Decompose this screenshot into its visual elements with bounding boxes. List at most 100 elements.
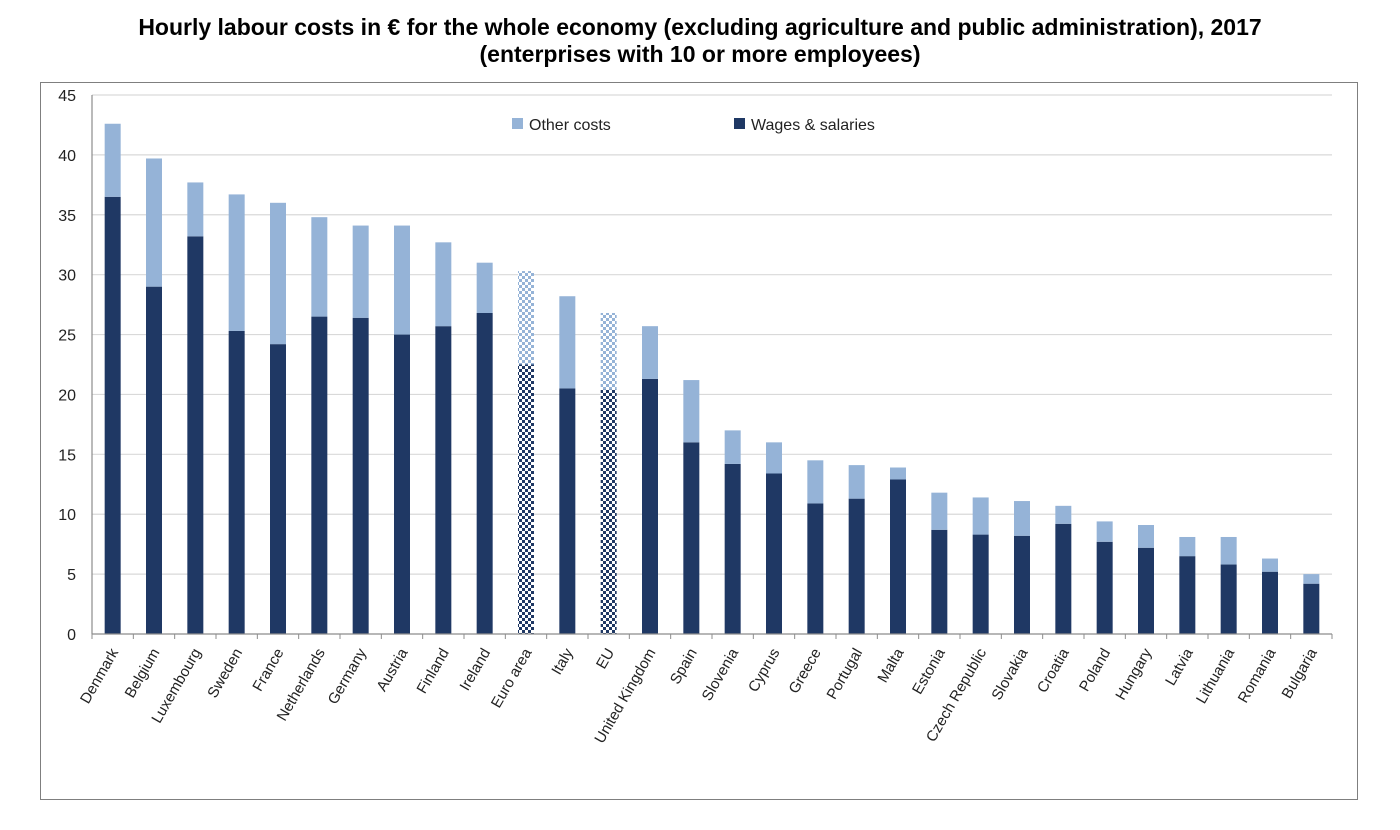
bar-other-costs [1303, 574, 1320, 584]
bar-wages-salaries [807, 503, 824, 634]
bar-wages-salaries [1055, 523, 1072, 634]
bar-wages-salaries [476, 312, 493, 634]
bar-other-costs [1138, 525, 1154, 548]
x-tick-label: Croatia [1034, 645, 1073, 696]
bar-wages-salaries [1262, 571, 1278, 634]
bar-other-costs [476, 262, 493, 313]
bar-wages-salaries [1220, 564, 1237, 634]
bar-wages-salaries [435, 326, 452, 634]
x-tick-label: Poland [1076, 646, 1114, 695]
x-tick-label: Romania [1235, 645, 1280, 706]
x-tick-label: Austria [373, 645, 411, 694]
bar-other-costs [642, 326, 658, 379]
x-tick-label: EU [593, 646, 618, 673]
bar-other-costs [146, 158, 162, 287]
bar-other-costs [394, 225, 410, 335]
bar-wages-salaries [311, 316, 328, 634]
bar-other-costs [228, 194, 245, 331]
bar-other-costs [518, 271, 534, 365]
bar-wages-salaries [146, 286, 162, 634]
bar-other-costs [1096, 521, 1113, 542]
bar-wages-salaries [972, 534, 989, 634]
x-tick-label: Spain [667, 646, 701, 688]
bar-other-costs [559, 296, 576, 389]
bar-wages-salaries [104, 196, 121, 635]
bar-wages-salaries [187, 236, 204, 635]
chart-title-line-2: (enterprises with 10 or more employees) [479, 41, 921, 67]
legend-swatch [734, 118, 745, 129]
bar-other-costs [435, 242, 452, 327]
bar-wages-salaries [931, 529, 948, 634]
bar-other-costs [683, 380, 700, 443]
x-tick-label: Germany [325, 645, 371, 707]
x-tick-label: Euro area [488, 645, 536, 711]
legend-label: Other costs [529, 117, 611, 134]
x-tick-label: Hungary [1112, 645, 1155, 703]
x-tick-label: Finland [413, 646, 452, 697]
y-tick-label: 40 [58, 148, 76, 165]
legend-label: Wages & salaries [751, 117, 875, 134]
x-tick-label: Portugal [823, 646, 866, 703]
y-tick-label: 30 [58, 268, 76, 285]
bar-wages-salaries [642, 378, 658, 634]
x-tick-label: Denmark [77, 645, 122, 707]
bar-wages-salaries [1303, 583, 1320, 634]
x-tick-label: France [249, 646, 287, 695]
y-tick-label: 20 [58, 387, 76, 404]
x-tick-label: Cyprus [745, 646, 783, 696]
bar-wages-salaries [559, 388, 576, 634]
x-tick-label: Slovakia [988, 645, 1031, 703]
chart-frame [40, 82, 1358, 800]
bar-other-costs [890, 467, 906, 480]
bar-other-costs [1055, 505, 1072, 524]
bar-wages-salaries [766, 473, 782, 634]
bar-other-costs [766, 442, 782, 474]
bar-other-costs [187, 182, 204, 237]
y-tick-label: 10 [58, 507, 76, 524]
bar-other-costs [352, 225, 369, 318]
bar-other-costs [848, 465, 865, 499]
legend: Other costs Wages & salaries [512, 117, 875, 134]
bar-other-costs [311, 217, 328, 317]
y-tick-label: 45 [58, 88, 76, 105]
x-tick-label: Italy [548, 645, 577, 678]
bar-wages-salaries [600, 389, 617, 634]
legend-swatch [512, 118, 523, 129]
x-tick-label: Greece [785, 646, 824, 697]
x-tick-label: Estonia [909, 645, 949, 697]
bar-wages-salaries [1014, 535, 1030, 634]
bar-wages-salaries [394, 334, 410, 634]
x-tick-label: Malta [874, 645, 907, 686]
grid-lines [92, 94, 1332, 575]
x-tick-label: Sweden [204, 646, 246, 701]
chart-title-line-1: Hourly labour costs in € for the whole e… [138, 14, 1262, 40]
y-tick-label: 15 [58, 447, 76, 464]
y-tick-label: 0 [67, 627, 76, 644]
bars [104, 123, 1320, 635]
bar-wages-salaries [1179, 556, 1196, 634]
bar-other-costs [1220, 536, 1237, 565]
bar-wages-salaries [228, 330, 245, 634]
bar-wages-salaries [1096, 541, 1113, 634]
bar-other-costs [104, 123, 121, 197]
y-tick-label: 25 [58, 328, 76, 345]
bar-wages-salaries [352, 317, 369, 634]
x-tick-label: Lithuania [1193, 645, 1238, 707]
x-tick-label: Belgium [122, 646, 164, 701]
bar-other-costs [270, 202, 286, 345]
bar-other-costs [600, 312, 617, 390]
bar-wages-salaries [890, 479, 906, 634]
bar-wages-salaries [270, 344, 286, 634]
bar-other-costs [972, 497, 989, 535]
bar-wages-salaries [848, 498, 865, 634]
bar-other-costs [1014, 501, 1030, 536]
y-tick-label: 5 [67, 567, 76, 584]
x-tick-label: Ireland [456, 646, 494, 694]
bar-other-costs [1262, 558, 1278, 572]
y-tick-label: 35 [58, 208, 76, 225]
bar-wages-salaries [518, 364, 534, 634]
chart-title: Hourly labour costs in € for the whole e… [0, 14, 1400, 68]
bar-wages-salaries [1138, 547, 1154, 634]
x-tick-label: Bulgaria [1279, 645, 1322, 702]
